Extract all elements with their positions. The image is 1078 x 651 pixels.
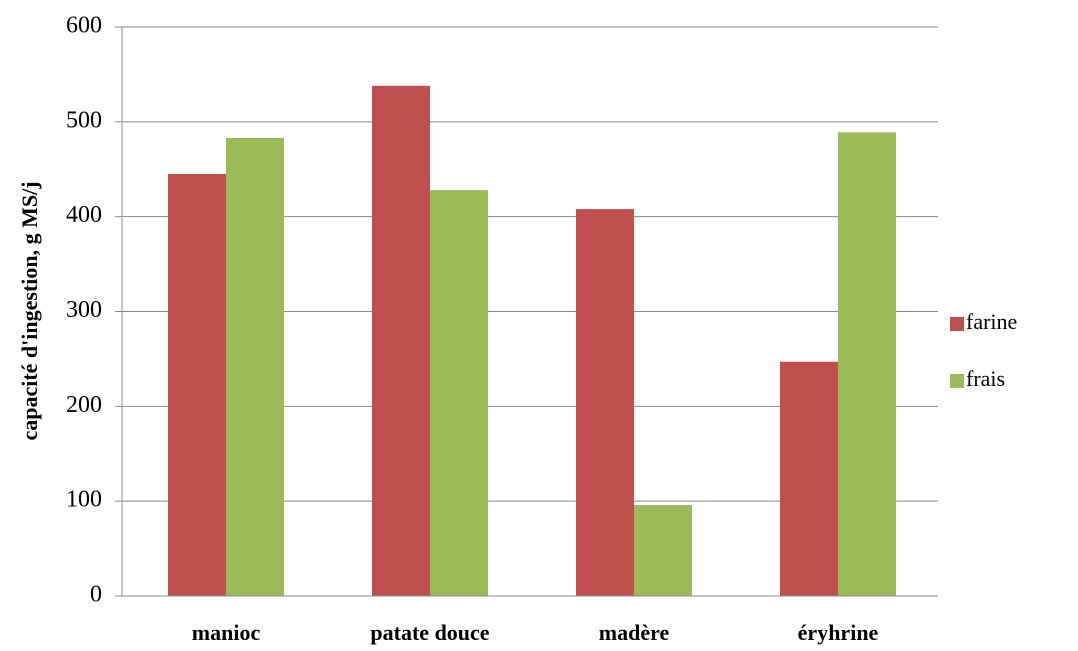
x-tick-label: éryhrine	[798, 620, 879, 645]
x-tick-label: madère	[599, 620, 670, 645]
y-tick-label: 100	[66, 487, 102, 513]
bar	[780, 361, 838, 596]
legend-label: frais	[966, 366, 1005, 391]
y-tick-label: 0	[90, 582, 102, 608]
legend-label: farine	[966, 309, 1017, 334]
bar	[168, 173, 226, 596]
y-tick-label: 400	[66, 202, 102, 228]
bar	[576, 209, 634, 596]
x-tick-label: patate douce	[370, 620, 489, 645]
y-tick-label: 600	[66, 13, 102, 39]
y-axis-label: capacité d'ingestion, g MS/j	[17, 181, 42, 440]
y-tick-label: 500	[66, 107, 102, 133]
bar	[372, 85, 430, 597]
bar	[838, 132, 896, 596]
y-tick-label: 300	[66, 297, 102, 323]
bar	[634, 504, 692, 596]
bar	[430, 190, 488, 596]
legend-swatch	[950, 317, 964, 331]
x-tick-label: manioc	[192, 620, 261, 645]
bar	[226, 137, 284, 596]
legend-swatch	[950, 374, 964, 388]
y-tick-label: 200	[66, 392, 102, 418]
